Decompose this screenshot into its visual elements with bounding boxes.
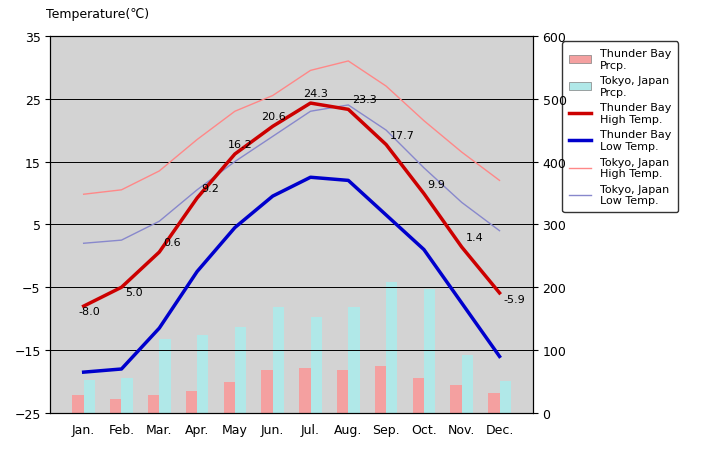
- Text: 17.7: 17.7: [390, 130, 415, 140]
- Bar: [235, 327, 246, 413]
- Text: 0.6: 0.6: [163, 237, 181, 247]
- Bar: [488, 393, 500, 413]
- Bar: [386, 282, 397, 413]
- Text: 9.9: 9.9: [428, 179, 446, 189]
- Bar: [451, 385, 462, 413]
- Legend: Thunder Bay
Prcp., Tokyo, Japan
Prcp., Thunder Bay
High Temp., Thunder Bay
Low T: Thunder Bay Prcp., Tokyo, Japan Prcp., T…: [562, 42, 678, 213]
- Bar: [223, 382, 235, 413]
- Bar: [159, 340, 171, 413]
- Bar: [424, 290, 436, 413]
- Bar: [337, 370, 348, 413]
- Bar: [500, 381, 511, 413]
- Text: Temperature(℃): Temperature(℃): [46, 8, 149, 21]
- Bar: [310, 317, 322, 413]
- Bar: [186, 391, 197, 413]
- Bar: [273, 308, 284, 413]
- Bar: [72, 396, 84, 413]
- Text: 24.3: 24.3: [303, 89, 328, 99]
- Bar: [122, 378, 132, 413]
- Text: 16.2: 16.2: [228, 140, 252, 150]
- Bar: [348, 308, 360, 413]
- Bar: [110, 399, 122, 413]
- Bar: [375, 366, 386, 413]
- Text: 1.4: 1.4: [466, 233, 483, 242]
- Text: 9.2: 9.2: [201, 184, 219, 194]
- Bar: [84, 381, 95, 413]
- Bar: [148, 396, 159, 413]
- Bar: [462, 355, 473, 413]
- Text: 20.6: 20.6: [261, 112, 286, 122]
- Bar: [261, 370, 273, 413]
- Text: 5.0: 5.0: [125, 287, 143, 297]
- Text: 23.3: 23.3: [352, 95, 377, 105]
- Bar: [300, 368, 310, 413]
- Text: -5.9: -5.9: [503, 295, 525, 305]
- Text: -8.0: -8.0: [78, 306, 100, 316]
- Bar: [197, 336, 208, 413]
- Bar: [413, 379, 424, 413]
